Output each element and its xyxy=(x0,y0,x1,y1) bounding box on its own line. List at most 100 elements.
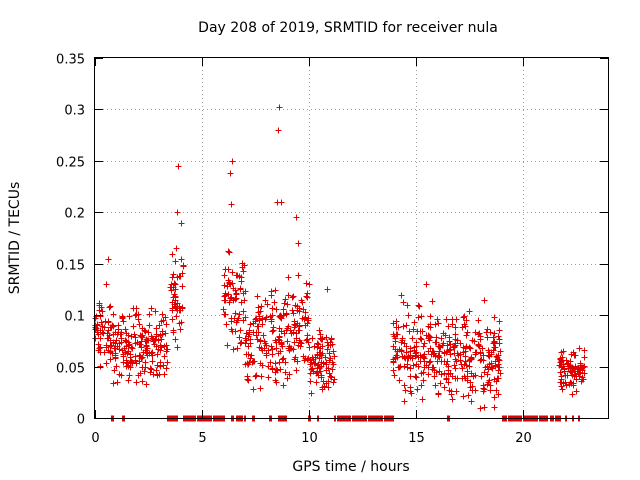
data-point xyxy=(452,324,459,331)
data-point xyxy=(297,339,304,346)
data-point xyxy=(160,362,167,369)
data-point xyxy=(476,330,483,337)
data-point xyxy=(271,299,278,306)
ticks-layer: 0 0.05 0.1 0.15 0.2 0.25 0.3 0.35 0 5 10 15 20 xyxy=(56,53,608,446)
data-point xyxy=(329,366,336,373)
data-point xyxy=(240,268,247,275)
data-point xyxy=(238,299,245,306)
data-point xyxy=(110,380,117,387)
data-point xyxy=(486,353,493,360)
data-point xyxy=(107,343,114,350)
data-point xyxy=(480,382,487,389)
data-point xyxy=(329,341,336,348)
data-point xyxy=(459,365,466,372)
data-point xyxy=(559,354,566,361)
x-tick-label: 0 xyxy=(91,431,99,446)
data-point xyxy=(481,297,488,304)
data-point xyxy=(291,339,298,346)
data-point xyxy=(260,332,267,339)
data-point xyxy=(303,280,310,287)
data-point xyxy=(228,326,235,333)
data-point xyxy=(564,372,571,379)
data-point xyxy=(246,359,253,366)
data-point xyxy=(293,214,300,221)
data-point xyxy=(313,370,320,377)
data-point xyxy=(273,366,280,373)
data-point xyxy=(443,375,450,382)
data-point xyxy=(427,313,434,320)
data-point xyxy=(242,288,249,295)
data-point xyxy=(413,349,420,356)
data-point xyxy=(306,344,313,351)
data-point xyxy=(244,376,251,383)
data-point xyxy=(330,379,337,386)
data-point xyxy=(111,367,118,374)
data-point xyxy=(250,358,257,365)
data-point xyxy=(178,220,185,227)
data-point xyxy=(272,369,279,376)
data-point xyxy=(410,362,417,369)
data-point xyxy=(307,361,314,368)
data-point xyxy=(299,299,306,306)
data-point xyxy=(308,390,315,397)
data-point xyxy=(107,356,114,363)
data-point xyxy=(418,336,425,343)
data-point xyxy=(242,314,249,321)
data-point xyxy=(233,272,240,279)
data-point xyxy=(447,341,454,348)
data-point xyxy=(269,305,276,312)
data-point xyxy=(423,281,430,288)
data-point xyxy=(482,364,489,371)
data-point xyxy=(150,371,157,378)
data-point xyxy=(485,347,492,354)
data-point xyxy=(460,393,467,400)
data-point xyxy=(148,366,155,373)
grid-layer xyxy=(95,58,608,418)
data-point xyxy=(438,335,445,342)
data-point xyxy=(163,321,170,328)
data-point xyxy=(463,317,470,324)
data-point xyxy=(488,360,495,367)
data-point xyxy=(120,318,127,325)
data-point xyxy=(414,328,421,335)
data-point xyxy=(305,339,312,346)
data-point xyxy=(412,350,419,357)
data-point xyxy=(281,300,288,307)
y-tick-label: 0.1 xyxy=(64,310,85,325)
data-point xyxy=(261,345,268,352)
data-point xyxy=(443,316,450,323)
data-point xyxy=(170,327,177,334)
data-point xyxy=(423,332,430,339)
data-point xyxy=(170,271,177,278)
data-point xyxy=(250,386,257,393)
data-point xyxy=(170,284,177,291)
data-point xyxy=(492,363,499,370)
data-point xyxy=(278,328,285,335)
data-point xyxy=(562,379,569,386)
data-point xyxy=(120,351,127,358)
data-point xyxy=(242,340,249,347)
data-point xyxy=(302,309,309,316)
data-point xyxy=(105,347,112,354)
data-point xyxy=(300,353,307,360)
data-point xyxy=(277,313,284,320)
data-point xyxy=(496,357,503,364)
data-point xyxy=(568,351,575,358)
data-point xyxy=(139,378,146,385)
data-point xyxy=(323,334,330,341)
data-point xyxy=(99,308,106,315)
data-point xyxy=(464,368,471,375)
data-point xyxy=(402,355,409,362)
data-point xyxy=(120,359,127,366)
data-point xyxy=(98,304,105,311)
data-point xyxy=(401,382,408,389)
data-point xyxy=(226,279,233,286)
data-point xyxy=(568,369,575,376)
data-point xyxy=(222,290,229,297)
data-point xyxy=(467,345,474,352)
data-point xyxy=(289,307,296,314)
data-point xyxy=(225,266,232,273)
data-point xyxy=(154,351,161,358)
data-point xyxy=(105,335,112,342)
data-point xyxy=(452,375,459,382)
